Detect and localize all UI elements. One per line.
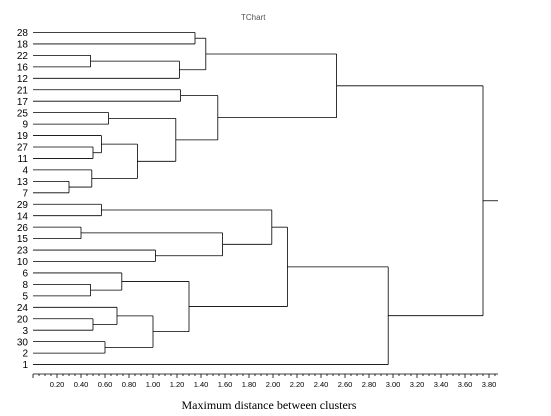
- leaf-label-26: 26: [17, 223, 29, 234]
- leaf-label-29: 29: [17, 200, 29, 211]
- leaf-label-12: 12: [17, 74, 29, 85]
- x-tick-label: 1.20: [170, 380, 185, 389]
- leaf-label-27: 27: [17, 143, 29, 154]
- leaf-label-16: 16: [17, 62, 29, 73]
- x-axis: 0.20 0.40 0.60 0.80 1.00 1.20 1.40 1.60 1.80 2.00…: [32, 373, 498, 389]
- leaf-label-25: 25: [17, 108, 29, 119]
- chart-title: TChart: [241, 13, 266, 22]
- leaf-label-3: 3: [22, 326, 28, 337]
- leaf-label-18: 18: [17, 40, 29, 51]
- leaf-labels: 2818221612211725919271141372914261523106…: [17, 28, 29, 371]
- x-tick-label: 1.80: [242, 380, 257, 389]
- x-tick-label: 0.80: [122, 380, 137, 389]
- leaf-label-9: 9: [22, 120, 28, 131]
- leaf-label-6: 6: [22, 269, 28, 280]
- x-tick-label: 3.60: [458, 380, 473, 389]
- leaf-label-2: 2: [22, 349, 28, 360]
- x-tick-label: 1.40: [194, 380, 209, 389]
- x-tick-label: 2.60: [338, 380, 353, 389]
- x-tick-label: 3.20: [410, 380, 425, 389]
- x-tick-label: 0.20: [50, 380, 65, 389]
- x-tick-label: 0.60: [98, 380, 113, 389]
- x-tick-label: 3.80: [482, 380, 497, 389]
- x-tick-label: 2.20: [290, 380, 305, 389]
- x-tick-label: 1.60: [218, 380, 233, 389]
- leaf-label-1: 1: [22, 360, 28, 371]
- leaf-label-7: 7: [22, 188, 28, 199]
- x-tick-label: 3.00: [386, 380, 401, 389]
- leaf-label-23: 23: [17, 246, 29, 257]
- leaf-label-28: 28: [17, 28, 29, 39]
- leaf-label-8: 8: [22, 280, 28, 291]
- leaf-label-14: 14: [17, 211, 29, 222]
- leaf-label-30: 30: [17, 337, 29, 348]
- leaf-label-5: 5: [22, 291, 28, 302]
- leaf-label-13: 13: [17, 177, 29, 188]
- leaf-label-17: 17: [17, 97, 29, 108]
- leaf-label-15: 15: [17, 234, 29, 245]
- leaf-label-4: 4: [22, 166, 28, 177]
- leaf-label-19: 19: [17, 131, 29, 142]
- leaf-label-10: 10: [17, 257, 29, 268]
- x-tick-label: 0.40: [74, 380, 89, 389]
- x-axis-title: Maximum distance between clusters: [182, 398, 357, 412]
- x-tick-label: 3.40: [434, 380, 449, 389]
- leaf-label-21: 21: [17, 85, 29, 96]
- leaf-label-22: 22: [17, 51, 29, 62]
- leaf-label-11: 11: [18, 154, 29, 165]
- x-tick-label: 2.40: [314, 380, 329, 389]
- x-tick-label: 1.00: [146, 380, 161, 389]
- x-tick-label: 2.00: [266, 380, 281, 389]
- leaf-label-24: 24: [17, 303, 29, 314]
- x-tick-label: 2.80: [362, 380, 377, 389]
- leaf-label-20: 20: [17, 314, 29, 325]
- dendrogram-tree: [33, 32, 498, 365]
